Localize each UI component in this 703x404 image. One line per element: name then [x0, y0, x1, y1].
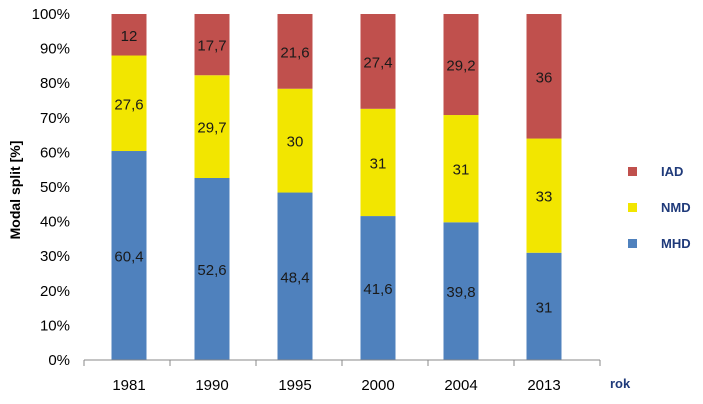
bar-segment [443, 222, 479, 360]
y-tick-label: 100% [32, 6, 70, 23]
bar-segment [194, 178, 230, 360]
data-label: 21,6 [280, 44, 309, 61]
bar-segment [526, 14, 562, 139]
y-tick-label: 50% [40, 179, 70, 196]
data-labels: 60,4 27,6 12 52,6 29,7 17,7 48,4 30 21,6 41,6 31 27… [114, 28, 552, 317]
x-tick-label: 2013 [527, 377, 560, 394]
x-tick-label: 1981 [112, 377, 145, 394]
y-tick-label: 40% [40, 214, 70, 231]
x-tick-label: 1990 [195, 377, 228, 394]
data-label: 31 [536, 299, 553, 316]
data-label: 12 [121, 28, 138, 45]
legend-swatch [628, 239, 637, 248]
bar-segment [111, 55, 147, 152]
bar-segment [360, 216, 396, 360]
y-tick-label: 70% [40, 110, 70, 127]
bar-segment [443, 115, 479, 223]
legend: IAD NMD MHD [628, 164, 691, 251]
x-tick-label: 2004 [444, 377, 477, 394]
bar-segment [277, 88, 313, 193]
y-tick-label: 90% [40, 41, 70, 58]
bar-segment [194, 75, 230, 179]
bar-segment [360, 14, 396, 109]
legend-label: NMD [661, 200, 691, 215]
data-label: 36 [536, 69, 553, 86]
bar-segment [360, 108, 396, 217]
data-label: 17,7 [197, 38, 226, 55]
x-axis-ticks: 1981 1990 1995 2000 2004 2013 [83, 360, 601, 394]
y-axis-label: Modal split [%] [7, 141, 23, 240]
bar-segment [526, 138, 562, 253]
y-tick-label: 60% [40, 144, 70, 161]
data-label: 27,4 [363, 54, 392, 71]
y-tick-label: 80% [40, 75, 70, 92]
data-label: 29,2 [446, 58, 475, 75]
data-label: 29,7 [197, 120, 226, 137]
data-label: 52,6 [197, 262, 226, 279]
y-tick-label: 20% [40, 283, 70, 300]
x-tick-label: 2000 [361, 377, 394, 394]
x-axis-label: rok [610, 376, 631, 391]
legend-label: MHD [661, 236, 691, 251]
y-tick-label: 30% [40, 248, 70, 265]
data-label: 27,6 [114, 96, 143, 113]
legend-swatch [628, 203, 637, 212]
legend-label: IAD [661, 164, 683, 179]
y-tick-label: 10% [40, 317, 70, 334]
bar-segment [443, 14, 479, 116]
data-label: 48,4 [280, 269, 309, 286]
bar-segment [277, 192, 313, 360]
data-label: 30 [287, 134, 304, 151]
y-axis-ticks: 0% 10% 20% 30% 40% 50% 60% 70% 80% 90% 100% [32, 6, 70, 369]
data-label: 31 [453, 162, 470, 179]
bar-segment [111, 151, 147, 360]
data-label: 60,4 [114, 249, 143, 266]
x-tick-label: 1995 [278, 377, 311, 394]
bar-segment [277, 14, 313, 89]
data-label: 41,6 [363, 281, 392, 298]
bar-segment [111, 14, 147, 56]
bar-segment [194, 14, 230, 76]
bar-stacks [111, 14, 562, 360]
data-label: 33 [536, 189, 553, 206]
y-tick-label: 0% [48, 352, 70, 369]
data-label: 31 [370, 155, 387, 172]
bar-segment [526, 252, 562, 360]
legend-swatch [628, 167, 637, 176]
data-label: 39,8 [446, 284, 475, 301]
